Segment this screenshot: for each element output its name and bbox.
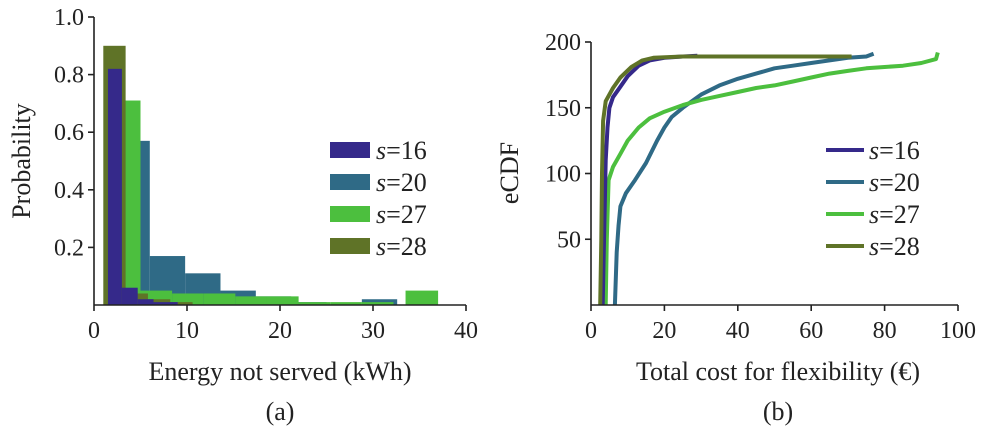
y-axis-title: Probability xyxy=(7,103,36,219)
histogram-bar xyxy=(266,296,299,305)
legend-label: s=20 xyxy=(869,168,920,197)
histogram-bar xyxy=(330,302,362,305)
histogram-bar xyxy=(172,293,204,305)
x-axis-title: Energy not served (kWh) xyxy=(148,357,411,386)
histogram-panel: 0 10 20 30 40 0.2 0.4 0.6 0.8 1.0 Energy not serv… xyxy=(7,5,478,426)
legend-label: s=28 xyxy=(376,232,427,261)
legend-label: s=27 xyxy=(376,200,427,229)
histogram-bar xyxy=(298,302,331,305)
x-tick-label: 0 xyxy=(88,318,100,344)
axis-ticks: 0 10 20 30 40 0.2 0.4 0.6 0.8 1.0 xyxy=(54,5,478,344)
histogram-bar xyxy=(203,293,236,305)
legend-label: s=28 xyxy=(869,232,920,261)
x-tick-label: 0 xyxy=(585,318,597,344)
ecdf-line xyxy=(598,54,852,306)
x-tick-label: 80 xyxy=(873,318,897,344)
legend-label: s=16 xyxy=(869,136,920,165)
x-tick-label: 20 xyxy=(652,318,676,344)
histogram-bar xyxy=(235,296,267,305)
x-tick-label: 60 xyxy=(799,318,823,344)
y-tick-label: 0.2 xyxy=(54,235,84,261)
x-tick-label: 40 xyxy=(726,318,750,344)
legend-label: s=16 xyxy=(376,136,427,165)
y-tick-label: 100 xyxy=(545,162,581,188)
panel-label-b: (b) xyxy=(763,397,793,426)
histogram-bar xyxy=(170,302,193,305)
legend-swatch xyxy=(330,142,370,158)
legend-swatch xyxy=(330,238,370,254)
x-tick-label: 20 xyxy=(268,318,292,344)
histogram-bar xyxy=(137,299,154,305)
y-tick-label: 150 xyxy=(545,96,581,122)
y-tick-label: 50 xyxy=(557,227,581,253)
histogram-bar xyxy=(121,287,138,305)
y-tick-label: 0.6 xyxy=(54,120,84,146)
y-tick-label: 0.8 xyxy=(54,63,84,89)
axis-ticks: 0 20 40 60 80 100 50 100 150 200 xyxy=(545,30,976,344)
y-tick-label: 200 xyxy=(545,30,581,56)
x-axis-title: Total cost for flexibility (€) xyxy=(636,357,920,386)
histogram-bars xyxy=(103,45,439,306)
x-tick-label: 30 xyxy=(361,318,385,344)
y-tick-label: 1.0 xyxy=(54,5,84,31)
histogram-bar xyxy=(405,290,439,305)
legend-label: s=27 xyxy=(869,200,920,229)
legend: s=16 s=20 s=27 s=28 xyxy=(826,136,920,261)
legend-swatch xyxy=(330,206,370,222)
legend-swatch xyxy=(330,174,370,190)
y-tick-label: 0.4 xyxy=(54,178,84,204)
ecdf-panel: 0 20 40 60 80 100 50 100 150 200 Total cost for f… xyxy=(495,30,976,426)
legend: s=16 s=20 s=27 s=28 xyxy=(330,136,427,261)
y-axis-title: eCDF xyxy=(495,142,524,204)
x-tick-label: 100 xyxy=(940,318,976,344)
histogram-bar xyxy=(153,302,178,305)
legend-label: s=20 xyxy=(376,168,427,197)
x-tick-label: 10 xyxy=(175,318,199,344)
ecdf-lines xyxy=(598,51,940,306)
histogram-bar xyxy=(361,302,394,305)
x-tick-label: 40 xyxy=(454,318,478,344)
panel-label-a: (a) xyxy=(266,397,295,426)
histogram-bar xyxy=(107,68,122,305)
ecdf-line xyxy=(603,51,940,306)
